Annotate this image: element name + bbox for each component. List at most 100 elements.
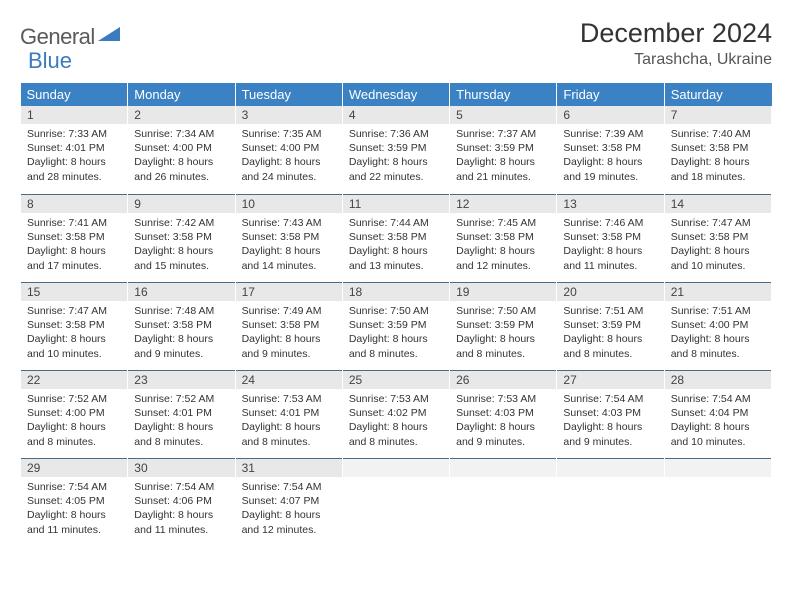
calendar-day-cell: [342, 458, 449, 546]
daylight-text: Daylight: 8 hours and 8 minutes.: [242, 420, 336, 448]
day-details: Sunrise: 7:40 AMSunset: 3:58 PMDaylight:…: [665, 124, 771, 190]
calendar-day-cell: 4Sunrise: 7:36 AMSunset: 3:59 PMDaylight…: [342, 106, 449, 194]
calendar-day-cell: 8Sunrise: 7:41 AMSunset: 3:58 PMDaylight…: [21, 194, 128, 282]
daylight-text: Daylight: 8 hours and 22 minutes.: [349, 155, 443, 183]
day-number: 22: [21, 370, 127, 389]
day-number: 31: [236, 458, 342, 477]
day-number: 20: [557, 282, 663, 301]
day-details: Sunrise: 7:50 AMSunset: 3:59 PMDaylight:…: [450, 301, 556, 367]
sunrise-text: Sunrise: 7:34 AM: [134, 127, 228, 141]
day-details: [665, 477, 771, 537]
daylight-text: Daylight: 8 hours and 11 minutes.: [134, 508, 228, 536]
calendar-day-cell: 22Sunrise: 7:52 AMSunset: 4:00 PMDayligh…: [21, 370, 128, 458]
calendar-day-cell: 3Sunrise: 7:35 AMSunset: 4:00 PMDaylight…: [235, 106, 342, 194]
logo-blue: Blue: [28, 48, 72, 74]
day-number: 17: [236, 282, 342, 301]
calendar-day-cell: 11Sunrise: 7:44 AMSunset: 3:58 PMDayligh…: [342, 194, 449, 282]
daylight-text: Daylight: 8 hours and 12 minutes.: [242, 508, 336, 536]
sunset-text: Sunset: 3:58 PM: [27, 230, 121, 244]
weekday-header: Thursday: [450, 83, 557, 106]
daylight-text: Daylight: 8 hours and 10 minutes.: [27, 332, 121, 360]
day-details: Sunrise: 7:53 AMSunset: 4:01 PMDaylight:…: [236, 389, 342, 455]
sunset-text: Sunset: 3:58 PM: [349, 230, 443, 244]
sunset-text: Sunset: 4:03 PM: [563, 406, 657, 420]
sunrise-text: Sunrise: 7:53 AM: [242, 392, 336, 406]
sunrise-text: Sunrise: 7:36 AM: [349, 127, 443, 141]
day-details: Sunrise: 7:44 AMSunset: 3:58 PMDaylight:…: [343, 213, 449, 279]
daylight-text: Daylight: 8 hours and 11 minutes.: [27, 508, 121, 536]
calendar-day-cell: 13 Sunrise: 7:46 AMSunset: 3:58 PMDayligh…: [557, 194, 664, 282]
sunset-text: Sunset: 3:58 PM: [134, 318, 228, 332]
sunset-text: Sunset: 3:59 PM: [456, 141, 550, 155]
day-number: [557, 458, 663, 477]
day-number: 15: [21, 282, 127, 301]
location-label: Tarashcha, Ukraine: [580, 51, 772, 69]
day-number: [343, 458, 449, 477]
day-details: Sunrise: 7:51 AMSunset: 4:00 PMDaylight:…: [665, 301, 771, 367]
calendar-day-cell: 26Sunrise: 7:53 AMSunset: 4:03 PMDayligh…: [450, 370, 557, 458]
day-details: Sunrise: 7:54 AMSunset: 4:05 PMDaylight:…: [21, 477, 127, 543]
sunrise-text: Sunrise: 7:52 AM: [134, 392, 228, 406]
day-details: Sunrise: 7:36 AMSunset: 3:59 PMDaylight:…: [343, 124, 449, 190]
sunrise-text: Sunrise: 7:54 AM: [671, 392, 765, 406]
day-number: 12: [450, 194, 556, 213]
title-block: December 2024 Tarashcha, Ukraine: [580, 18, 772, 69]
sunset-text: Sunset: 3:59 PM: [349, 318, 443, 332]
weekday-header-row: Sunday Monday Tuesday Wednesday Thursday…: [21, 83, 772, 106]
day-details: [343, 477, 449, 537]
sunrise-text: Sunrise: 7:54 AM: [134, 480, 228, 494]
sunset-text: Sunset: 4:01 PM: [242, 406, 336, 420]
calendar-day-cell: 23Sunrise: 7:52 AMSunset: 4:01 PMDayligh…: [128, 370, 235, 458]
sunset-text: Sunset: 4:04 PM: [671, 406, 765, 420]
day-number: 28: [665, 370, 771, 389]
sunset-text: Sunset: 4:07 PM: [242, 494, 336, 508]
day-number: 29: [21, 458, 127, 477]
calendar-day-cell: 12Sunrise: 7:45 AMSunset: 3:58 PMDayligh…: [450, 194, 557, 282]
day-number: 1: [21, 106, 127, 124]
day-number: 4: [343, 106, 449, 124]
sunrise-text: Sunrise: 7:44 AM: [349, 216, 443, 230]
weekday-header: Friday: [557, 83, 664, 106]
sunset-text: Sunset: 4:00 PM: [134, 141, 228, 155]
day-number: 23: [128, 370, 234, 389]
day-number: 6: [557, 106, 663, 124]
day-details: Sunrise: 7:52 AMSunset: 4:00 PMDaylight:…: [21, 389, 127, 455]
sunset-text: Sunset: 3:58 PM: [563, 230, 657, 244]
calendar-day-cell: 20Sunrise: 7:51 AMSunset: 3:59 PMDayligh…: [557, 282, 664, 370]
day-number: 2: [128, 106, 234, 124]
day-number: 9: [128, 194, 234, 213]
calendar-day-cell: 28Sunrise: 7:54 AMSunset: 4:04 PMDayligh…: [664, 370, 771, 458]
sunrise-text: Sunrise: 7:46 AM: [563, 216, 657, 230]
calendar-day-cell: 17Sunrise: 7:49 AMSunset: 3:58 PMDayligh…: [235, 282, 342, 370]
daylight-text: Daylight: 8 hours and 12 minutes.: [456, 244, 550, 272]
calendar-table: Sunday Monday Tuesday Wednesday Thursday…: [20, 83, 772, 546]
calendar-day-cell: 15Sunrise: 7:47 AMSunset: 3:58 PMDayligh…: [21, 282, 128, 370]
day-number: 19: [450, 282, 556, 301]
day-details: Sunrise: 7:49 AMSunset: 3:58 PMDaylight:…: [236, 301, 342, 367]
daylight-text: Daylight: 8 hours and 10 minutes.: [671, 244, 765, 272]
day-number: 26: [450, 370, 556, 389]
calendar-day-cell: [557, 458, 664, 546]
day-number: 30: [128, 458, 234, 477]
daylight-text: Daylight: 8 hours and 9 minutes.: [563, 420, 657, 448]
sunset-text: Sunset: 3:58 PM: [671, 230, 765, 244]
daylight-text: Daylight: 8 hours and 26 minutes.: [134, 155, 228, 183]
sunset-text: Sunset: 4:05 PM: [27, 494, 121, 508]
sunset-text: Sunset: 4:00 PM: [242, 141, 336, 155]
day-details: Sunrise: 7:33 AMSunset: 4:01 PMDaylight:…: [21, 124, 127, 190]
day-details: Sunrise: 7:41 AMSunset: 3:58 PMDaylight:…: [21, 213, 127, 279]
day-details: Sunrise: 7:52 AMSunset: 4:01 PMDaylight:…: [128, 389, 234, 455]
sunset-text: Sunset: 3:58 PM: [563, 141, 657, 155]
daylight-text: Daylight: 8 hours and 11 minutes.: [563, 244, 657, 272]
calendar-week-row: 22Sunrise: 7:52 AMSunset: 4:00 PMDayligh…: [21, 370, 772, 458]
calendar-day-cell: [450, 458, 557, 546]
sunrise-text: Sunrise: 7:50 AM: [349, 304, 443, 318]
sunset-text: Sunset: 3:58 PM: [242, 318, 336, 332]
sunrise-text: Sunrise: 7:54 AM: [27, 480, 121, 494]
day-number: 13: [557, 194, 663, 213]
daylight-text: Daylight: 8 hours and 17 minutes.: [27, 244, 121, 272]
sunset-text: Sunset: 3:58 PM: [456, 230, 550, 244]
calendar-day-cell: 25Sunrise: 7:53 AMSunset: 4:02 PMDayligh…: [342, 370, 449, 458]
sunrise-text: Sunrise: 7:54 AM: [563, 392, 657, 406]
daylight-text: Daylight: 8 hours and 9 minutes.: [134, 332, 228, 360]
